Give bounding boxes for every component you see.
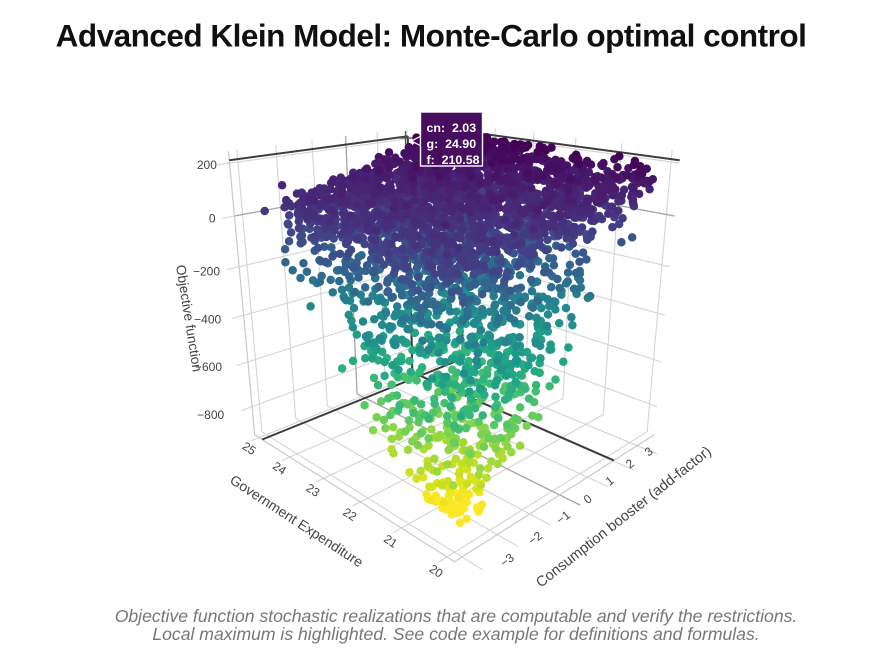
svg-text:−600: −600 [195, 360, 222, 374]
svg-text:Advanced Klein Model: Monte-Ca: Advanced Klein Model: Monte-Carlo optima… [56, 18, 807, 54]
svg-text:−200: −200 [193, 264, 220, 278]
svg-text:200: 200 [197, 158, 217, 172]
svg-text:Local maximum is highlighted.: Local maximum is highlighted. See code e… [152, 624, 759, 644]
svg-text:0: 0 [209, 212, 216, 226]
svg-text:cn: 2.03: cn: 2.03 [427, 121, 477, 135]
svg-text:Objective function stochastic: Objective function stochastic realizatio… [115, 606, 798, 626]
svg-text:g: 24.90: g: 24.90 [427, 137, 477, 151]
svg-text:f: 210.58: f: 210.58 [427, 153, 480, 167]
svg-text:−800: −800 [197, 408, 224, 422]
svg-text:−400: −400 [194, 313, 221, 327]
